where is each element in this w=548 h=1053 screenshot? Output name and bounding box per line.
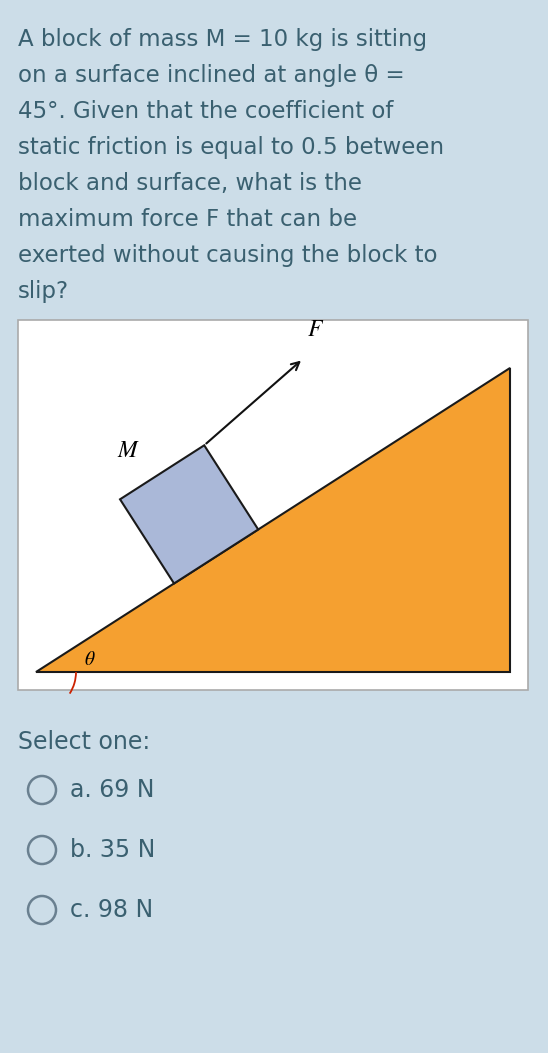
Text: θ: θ — [84, 651, 93, 670]
Polygon shape — [120, 445, 258, 583]
FancyBboxPatch shape — [18, 320, 528, 690]
Text: a. 69 N: a. 69 N — [70, 778, 155, 802]
Text: static friction is equal to 0.5 between: static friction is equal to 0.5 between — [18, 136, 444, 159]
Text: block and surface, what is the: block and surface, what is the — [18, 172, 362, 195]
Text: slip?: slip? — [18, 280, 69, 303]
Text: F: F — [308, 318, 322, 341]
Text: 45°. Given that the coefficient of: 45°. Given that the coefficient of — [18, 100, 393, 123]
Text: M: M — [117, 440, 137, 462]
Polygon shape — [36, 367, 510, 672]
Text: on a surface inclined at angle θ =: on a surface inclined at angle θ = — [18, 64, 404, 87]
Text: A block of mass M = 10 kg is sitting: A block of mass M = 10 kg is sitting — [18, 28, 427, 51]
Text: Select one:: Select one: — [18, 730, 150, 754]
Text: b. 35 N: b. 35 N — [70, 838, 156, 862]
Text: maximum force F that can be: maximum force F that can be — [18, 208, 357, 231]
Text: c. 98 N: c. 98 N — [70, 898, 153, 922]
Text: exerted without causing the block to: exerted without causing the block to — [18, 244, 437, 267]
